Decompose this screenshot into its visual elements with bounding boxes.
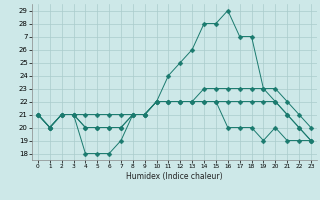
X-axis label: Humidex (Indice chaleur): Humidex (Indice chaleur) bbox=[126, 172, 223, 181]
